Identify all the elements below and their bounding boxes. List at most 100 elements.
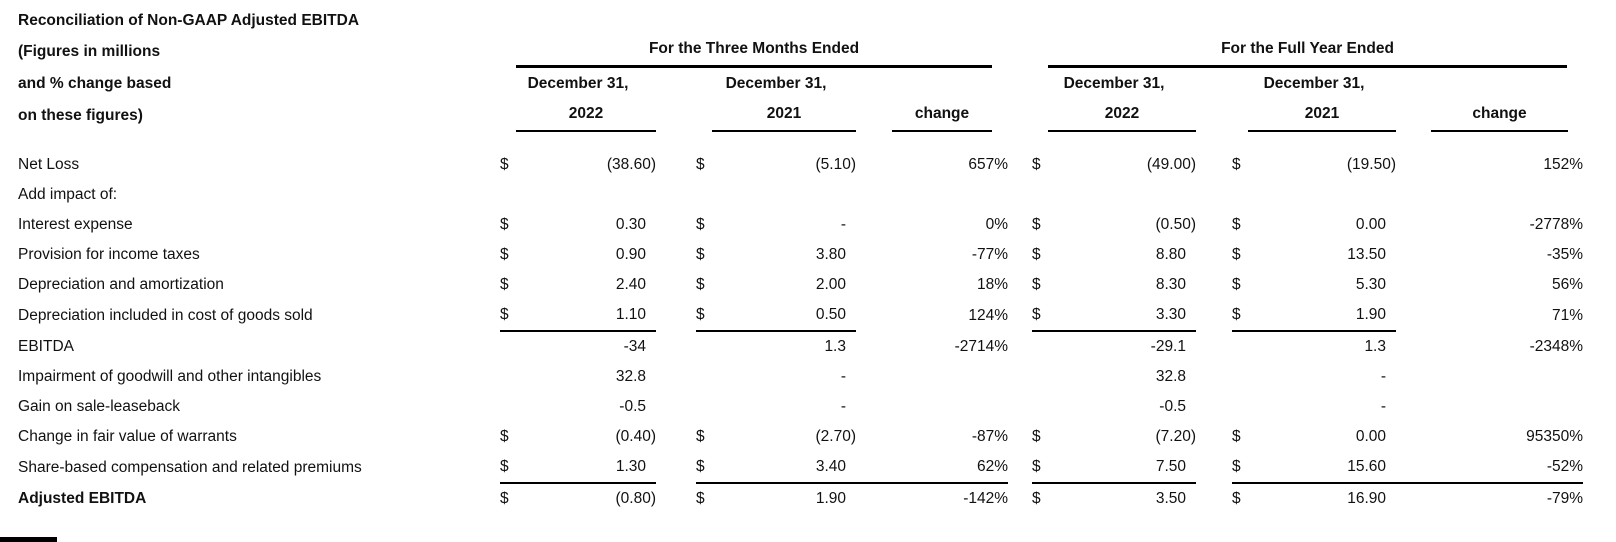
value-cell: 8.80 [1155,246,1186,264]
value-cell: (38.60) [606,156,656,174]
group-header-three-months-label: For the Three Months Ended [516,40,992,68]
value-cell [720,180,856,210]
row-label: Adjusted EBITDA [18,489,147,507]
currency-cell [1032,362,1056,392]
value-cell: (7.20) [1155,428,1197,446]
group-header-full-year: For the Full Year Ended [1032,36,1583,68]
change-cell: -52% [1396,452,1583,484]
col-header-date: December 31, [1263,75,1365,93]
currency-cell: $ [696,276,705,294]
gap-cell [1196,210,1232,240]
value-cell: 3.30 [1056,300,1196,332]
change-cell: 0% [985,216,1008,234]
page-title: Reconciliation of Non-GAAP Adjusted EBIT… [18,12,360,30]
currency-cell: $ [1032,246,1041,264]
group-gap-cell [1008,270,1032,300]
group-header-full-year-label: For the Full Year Ended [1048,40,1567,68]
value-cell: - [840,398,846,416]
value-cell: -0.5 [1159,398,1186,416]
currency-cell: $ [1232,428,1241,446]
value-cell [524,180,656,210]
gap-cell [656,331,696,362]
value-cell: 0.00 [1355,216,1386,234]
value-cell: 1.10 [524,300,656,332]
row-label: EBITDA [18,337,74,355]
table-row: Adjusted EBITDA $ (0.80) $1.90 -142% $3.50 $16… [18,483,1583,514]
currency-cell: $ [696,452,720,484]
change-cell: -2714% [954,337,1008,355]
col-header-date: December 31, [527,75,629,93]
gap-cell [656,392,696,422]
group-gap-cell [1008,150,1032,180]
row-label: Share-based compensation and related pre… [18,458,362,476]
col-header-year: 2022 [1032,100,1196,132]
change-cell: -142% [963,490,1008,508]
currency-cell: $ [1032,490,1041,508]
table-row: Depreciation included in cost of goods s… [18,300,1583,332]
group-header-three-months: For the Three Months Ended [500,36,1008,68]
currency-cell [1032,392,1056,422]
change-cell: 56% [1551,276,1583,294]
title-row: Reconciliation of Non-GAAP Adjusted EBIT… [18,6,1583,36]
table-row: Change in fair value of warrants $ (0.40) $… [18,422,1583,452]
value-cell: 0.90 [615,246,646,264]
change-cell: -87% [971,428,1008,446]
value-cell: (49.00) [1146,156,1196,174]
gap-cell [656,452,696,483]
col-header-change-label: change [1431,105,1568,132]
currency-cell: $ [500,156,509,174]
currency-cell [500,331,524,362]
currency-cell: $ [696,246,705,264]
currency-cell: $ [1032,276,1041,294]
ebitda-reconciliation-table: Reconciliation of Non-GAAP Adjusted EBIT… [18,6,1583,514]
change-cell [856,180,1008,210]
value-cell: 16.90 [1347,490,1386,508]
row-label: Add impact of: [18,186,118,204]
gap-cell [1196,331,1232,362]
gap-cell [656,210,696,240]
row-label: Provision for income taxes [18,246,200,264]
change-cell: -77% [971,246,1008,264]
value-cell: 1.90 [815,490,846,508]
change-cell: -2348% [1529,337,1583,355]
col-header-year: 2021 [696,100,856,132]
value-cell: 1.3 [1364,338,1386,356]
currency-cell: $ [1232,156,1241,174]
group-gap-cell [1008,240,1032,270]
value-cell: - [840,216,846,234]
gap-cell [656,100,696,132]
gap-cell [1196,150,1232,180]
row-label: Interest expense [18,216,133,234]
table-body: Net Loss $ (38.60) $ (5.10) 657% $ (49.00) $ (19.… [18,150,1583,514]
change-cell [1396,180,1583,210]
col-header-year-label: 2022 [1048,105,1196,132]
currency-cell: $ [1232,246,1241,264]
col-header-year-label: 2021 [712,105,856,132]
currency-cell: $ [500,276,509,294]
group-gap-cell [1008,210,1032,240]
currency-cell: $ [500,452,524,484]
gap-cell [1396,68,1583,100]
gap-cell [656,240,696,270]
currency-cell: $ [1032,428,1041,446]
value-cell: (0.80) [615,490,657,508]
value-cell: 15.60 [1256,452,1396,484]
gap-cell [656,150,696,180]
group-gap-cell [1008,180,1032,210]
value-cell: 2.00 [815,276,846,294]
change-cell [856,392,1008,422]
value-cell: (0.40) [615,428,657,446]
header-body-spacer [18,132,1583,150]
col-header-change: change [1396,100,1583,132]
value-cell: 1.3 [824,338,846,356]
value-cell: 2.40 [615,276,646,294]
change-cell [1396,362,1583,392]
currency-cell: $ [500,300,524,332]
group-gap-cell [1008,362,1032,392]
value-cell [1256,180,1396,210]
subtitle-line-1: (Figures in millions [18,43,161,61]
col-header-year: 2021 [1232,100,1396,132]
value-cell: 3.80 [815,246,846,264]
table-row: Impairment of goodwill and other intangi… [18,362,1583,392]
col-header-year-label: 2021 [1248,105,1396,132]
